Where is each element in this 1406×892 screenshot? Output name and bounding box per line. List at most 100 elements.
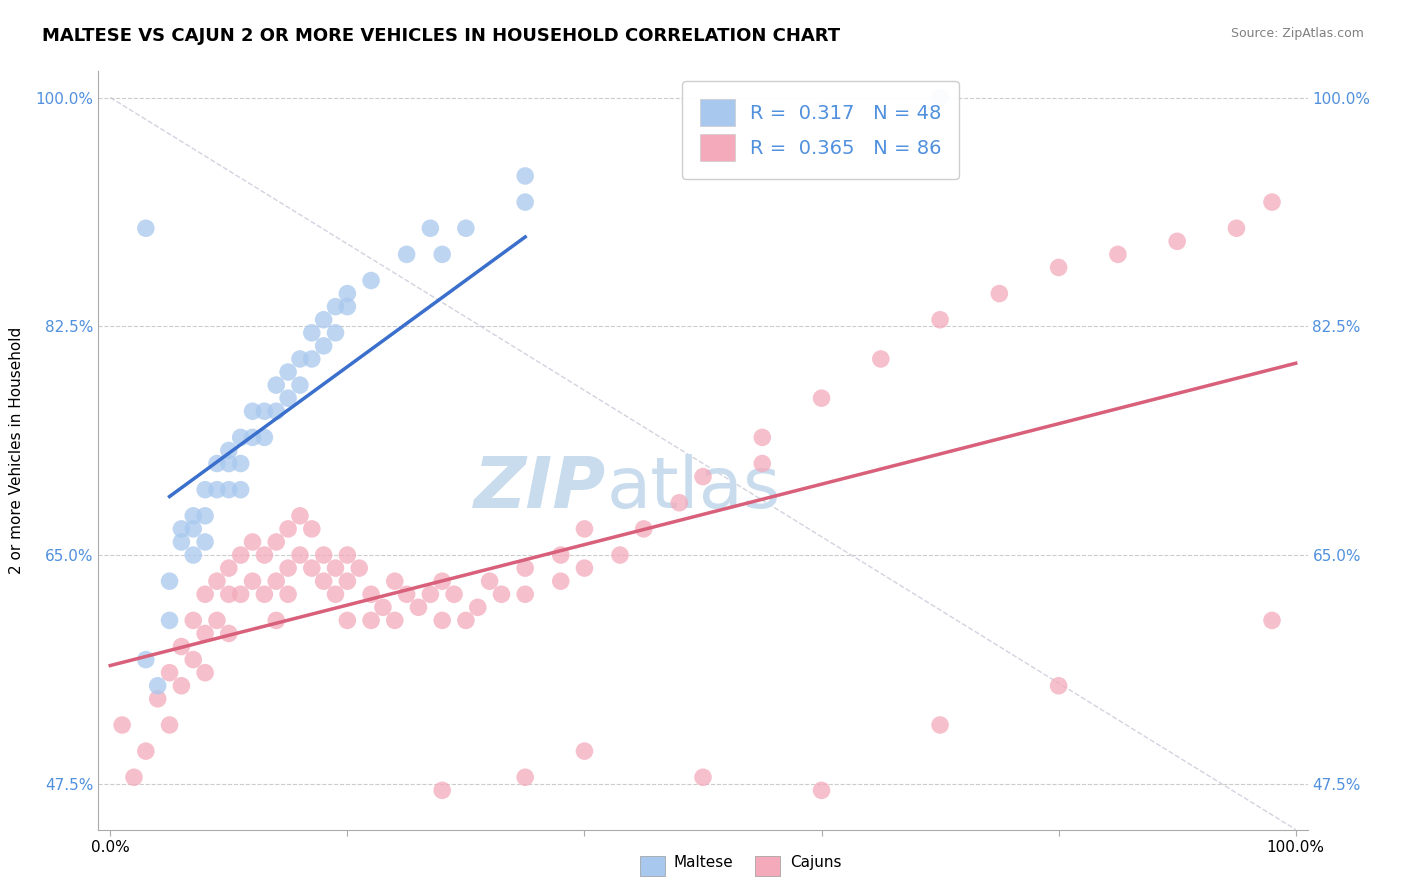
Point xyxy=(264,535,287,549)
Point xyxy=(1261,195,1284,210)
Point xyxy=(432,783,454,797)
Point xyxy=(253,548,276,562)
Point xyxy=(454,221,477,235)
Point xyxy=(264,574,287,589)
Point xyxy=(264,378,287,392)
Point xyxy=(135,652,157,666)
Point xyxy=(170,535,193,549)
Point xyxy=(371,600,394,615)
Point xyxy=(159,574,181,589)
Point xyxy=(264,404,287,418)
Point xyxy=(146,691,169,706)
Point xyxy=(1225,221,1247,235)
Point xyxy=(170,679,193,693)
Point xyxy=(515,770,537,784)
Point xyxy=(194,626,217,640)
Text: Cajuns: Cajuns xyxy=(790,855,841,870)
Point xyxy=(467,600,489,615)
Point xyxy=(288,508,311,523)
Point xyxy=(929,90,952,104)
Point xyxy=(692,469,714,483)
Point xyxy=(277,561,299,575)
Point xyxy=(325,561,347,575)
Point xyxy=(360,273,382,287)
Point xyxy=(277,522,299,536)
Point xyxy=(194,665,217,680)
Point xyxy=(443,587,465,601)
Point xyxy=(929,312,952,326)
Point xyxy=(550,548,572,562)
Point xyxy=(988,286,1011,301)
Point xyxy=(515,587,537,601)
Point xyxy=(218,587,240,601)
Point xyxy=(229,548,252,562)
Point xyxy=(432,614,454,628)
Point xyxy=(301,561,323,575)
Point xyxy=(668,496,690,510)
Text: Maltese: Maltese xyxy=(673,855,733,870)
Point xyxy=(253,587,276,601)
Point xyxy=(312,312,335,326)
Y-axis label: 2 or more Vehicles in Household: 2 or more Vehicles in Household xyxy=(10,326,24,574)
Point xyxy=(1107,247,1129,261)
Point xyxy=(205,483,228,497)
Point xyxy=(478,574,501,589)
Point xyxy=(336,286,359,301)
Point xyxy=(146,679,169,693)
Point xyxy=(810,103,832,118)
Point xyxy=(170,640,193,654)
Point xyxy=(1047,260,1070,275)
Point xyxy=(135,221,157,235)
Point xyxy=(205,457,228,471)
Point xyxy=(515,169,537,183)
Point xyxy=(325,326,347,340)
Point xyxy=(1166,235,1188,249)
Point xyxy=(242,430,264,444)
Point xyxy=(609,548,631,562)
Point xyxy=(218,561,240,575)
Point xyxy=(288,548,311,562)
Point xyxy=(218,483,240,497)
Point xyxy=(181,522,204,536)
Point xyxy=(869,351,891,366)
Point xyxy=(277,365,299,379)
Point xyxy=(253,430,276,444)
Point xyxy=(277,587,299,601)
Point xyxy=(574,522,596,536)
Point xyxy=(1261,614,1284,628)
Point xyxy=(218,443,240,458)
Point xyxy=(194,587,217,601)
Point xyxy=(1047,679,1070,693)
Point xyxy=(218,457,240,471)
Point xyxy=(229,430,252,444)
Point xyxy=(218,626,240,640)
Point xyxy=(288,378,311,392)
Point xyxy=(312,339,335,353)
Point xyxy=(347,561,370,575)
Point xyxy=(550,574,572,589)
Point xyxy=(395,247,418,261)
Point xyxy=(336,548,359,562)
Point xyxy=(419,221,441,235)
Point xyxy=(242,535,264,549)
Point xyxy=(384,574,406,589)
Point xyxy=(312,574,335,589)
Point xyxy=(194,535,217,549)
Point xyxy=(360,587,382,601)
Point xyxy=(159,718,181,732)
Point xyxy=(574,561,596,575)
Point xyxy=(229,457,252,471)
Point xyxy=(751,430,773,444)
Point xyxy=(325,300,347,314)
Point xyxy=(194,508,217,523)
Point xyxy=(336,614,359,628)
Point xyxy=(301,522,323,536)
Point xyxy=(419,587,441,601)
Text: Source: ZipAtlas.com: Source: ZipAtlas.com xyxy=(1230,27,1364,40)
Point xyxy=(574,744,596,758)
Point xyxy=(515,561,537,575)
Point xyxy=(242,404,264,418)
Point xyxy=(253,404,276,418)
Point xyxy=(432,574,454,589)
Point xyxy=(264,614,287,628)
